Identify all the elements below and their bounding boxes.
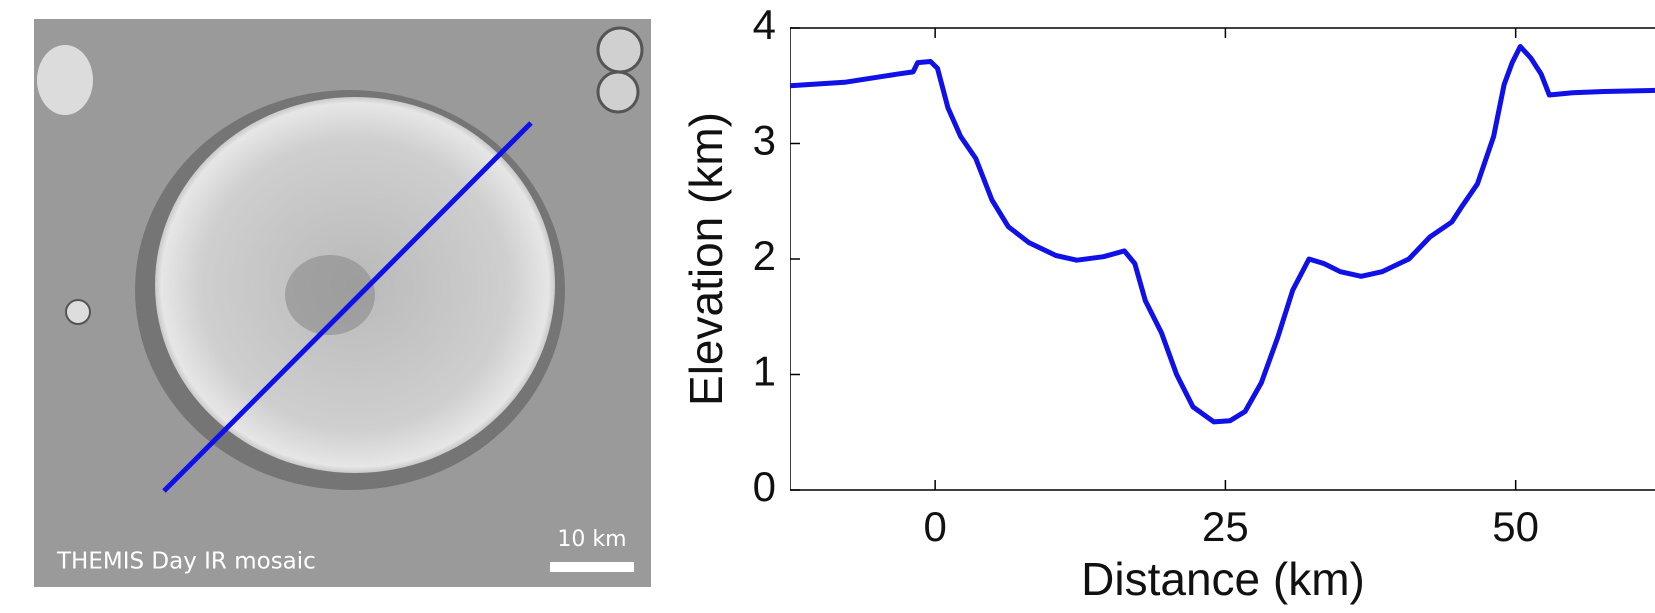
central-peak [285, 255, 375, 335]
x-tick-label: 0 [923, 503, 946, 550]
small-crater [37, 45, 93, 115]
x-axis-title: Distance (km) [1081, 553, 1365, 605]
y-tick-label: 2 [753, 232, 776, 279]
scale-label: 10 km [557, 527, 626, 552]
y-tick-label: 3 [753, 117, 776, 164]
profile-track [162, 121, 533, 493]
plot-area [790, 27, 1655, 491]
map-caption: THEMIS Day IR mosaic [56, 549, 316, 575]
y-tick-label: 4 [753, 1, 776, 48]
small-crater [65, 299, 91, 325]
x-tick-label: 25 [1202, 503, 1249, 550]
plot-frame [790, 27, 1655, 491]
y-axis-title: Elevation (km) [680, 112, 732, 406]
elevation-profile [790, 44, 1655, 425]
small-crater [596, 26, 644, 74]
map-image: THEMIS Day IR mosaic 10 km [34, 19, 651, 587]
y-tick-label: 0 [753, 463, 776, 510]
scale-bar [550, 562, 634, 572]
small-crater [596, 70, 640, 114]
x-tick-label: 50 [1492, 503, 1539, 550]
y-tick-label: 1 [753, 348, 776, 395]
